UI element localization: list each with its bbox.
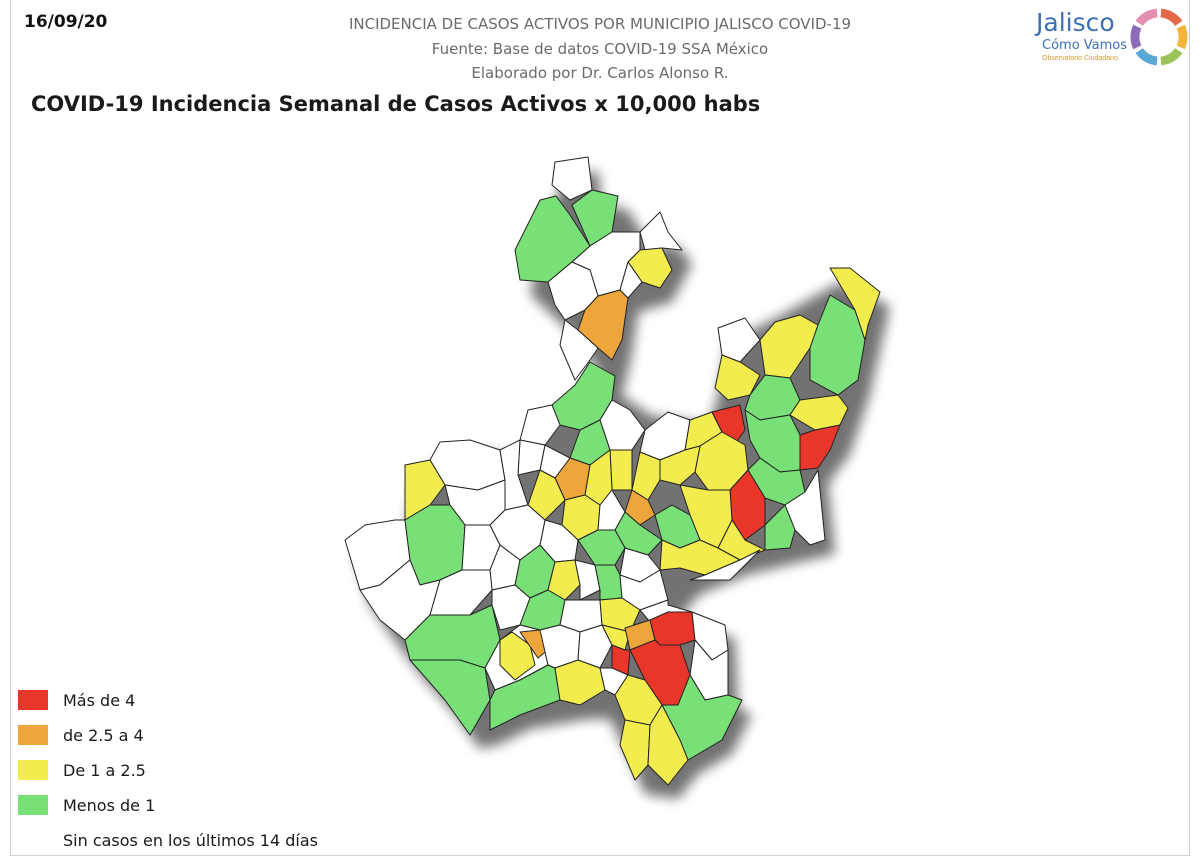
header-line-3: Elaborado por Dr. Carlos Alonso R.: [471, 64, 729, 82]
legend-label: Sin casos en los últimos 14 días: [63, 831, 318, 850]
municipality: [809, 294, 866, 396]
jalisco-como-vamos-logo: Jalisco Cómo Vamos Observatorio Ciudadan…: [1030, 6, 1190, 70]
header-line-1: INCIDENCIA DE CASOS ACTIVOS POR MUNICIPI…: [348, 15, 852, 33]
logo-ring-segment: [1176, 24, 1188, 50]
report-date: 16/09/20: [24, 12, 108, 32]
municipality: [597, 489, 626, 531]
municipality: [499, 631, 536, 681]
municipality: [551, 156, 593, 201]
municipality: [574, 559, 601, 601]
logo-ring-segment: [1160, 8, 1183, 27]
municipality: [711, 404, 746, 449]
municipality: [559, 319, 599, 381]
legend-label: De 1 a 2.5: [63, 761, 146, 780]
logo-subtitle: Cómo Vamos: [1042, 38, 1128, 53]
header-line-2: Fuente: Base de datos COVID-19 SSA Méxic…: [431, 40, 769, 58]
legend-swatch: [18, 830, 48, 850]
municipality: [647, 704, 689, 786]
legend-swatch: [18, 725, 48, 745]
logo-ring-icon: [1130, 8, 1188, 66]
municipality: [639, 211, 683, 251]
municipality: [717, 317, 761, 363]
municipality: [649, 611, 696, 646]
legend-swatch: [18, 690, 48, 710]
municipality: [599, 597, 641, 633]
municipality: [571, 189, 619, 247]
legend-swatch: [18, 760, 48, 780]
logo-title: Jalisco: [1036, 8, 1115, 37]
municipality: [764, 504, 796, 551]
municipality: [409, 659, 491, 736]
municipality: [829, 267, 881, 341]
logo-ring-segment: [1130, 24, 1142, 50]
logo-ring-segment: [1135, 47, 1158, 66]
logo-ring-segment: [1160, 47, 1183, 66]
municipality: [631, 451, 661, 501]
municipality: [577, 624, 613, 669]
municipality: [611, 644, 631, 676]
municipality: [527, 469, 566, 521]
legend-label: de 2.5 a 4: [63, 726, 144, 745]
legend-label: Más de 4: [63, 691, 136, 710]
logo-tagline: Observatorio Ciudadano: [1042, 55, 1118, 62]
municipality: [547, 559, 581, 601]
municipality: [624, 489, 656, 526]
municipality: [519, 404, 561, 446]
legend-label: Menos de 1: [63, 796, 156, 815]
map-title: COVID-19 Incidencia Semanal de Casos Act…: [31, 92, 761, 116]
municipality: [689, 549, 761, 581]
legend-swatch: [18, 795, 48, 815]
municipality: [404, 459, 446, 521]
logo-ring-segment: [1135, 8, 1158, 27]
municipality: [609, 449, 633, 491]
